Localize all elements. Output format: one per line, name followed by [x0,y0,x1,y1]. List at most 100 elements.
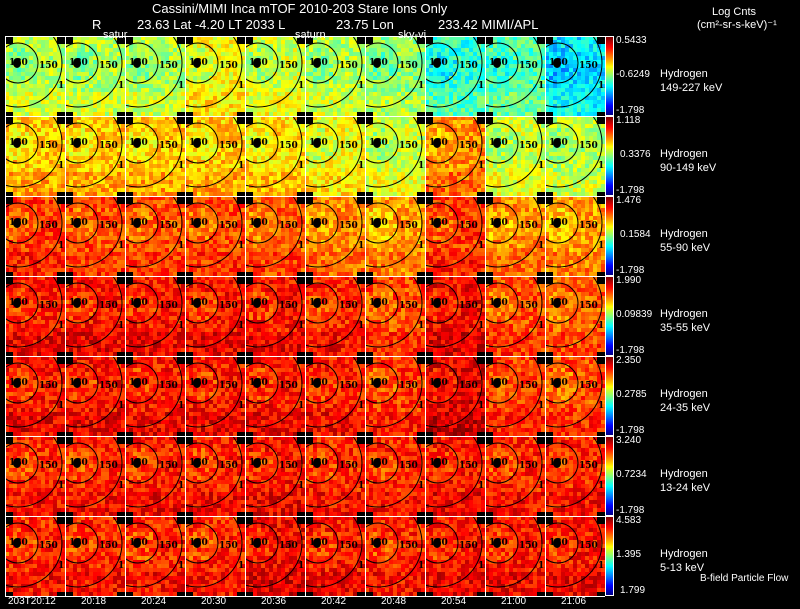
pixel [501,92,505,96]
pixel [101,52,105,56]
pixel [481,76,485,80]
pixel [577,80,581,84]
pixel [177,188,181,192]
pixel [329,60,333,64]
pixel [537,104,541,108]
pixel [157,152,161,156]
pixel [77,148,81,152]
pixel [37,156,41,160]
colorbar-band [606,70,613,71]
pixel [277,104,281,108]
pixel [181,188,185,192]
pixel [177,56,181,60]
pixel [113,48,117,52]
pixel [73,100,77,104]
pixel [93,64,97,68]
pixel [321,112,325,116]
pixel [85,180,89,184]
pixel [557,68,561,72]
pixel [561,88,565,92]
pixel [45,124,49,128]
pixel [313,88,317,92]
pixel [493,68,497,72]
pixel [273,80,277,84]
pixel [29,112,33,116]
pixel [329,120,333,124]
pixel [97,104,101,108]
pixel [577,72,581,76]
pixel [37,188,41,192]
pixel [529,80,533,84]
pixel [361,156,365,160]
pixel [313,48,317,52]
pixel [313,172,317,176]
pixel [29,168,33,172]
pixel [277,108,281,112]
pixel [145,96,149,100]
pixel [129,168,133,172]
pixel [193,108,197,112]
pixel [25,132,29,136]
pixel [385,92,389,96]
pixel [533,92,537,96]
pixel [17,76,21,80]
pixel [281,56,285,60]
colorbar-band [606,114,613,115]
pixel [85,88,89,92]
pixel [133,44,137,48]
pixel [229,176,233,180]
pixel [153,80,157,84]
pixel [253,48,257,52]
pixel [61,40,65,44]
pixel [273,156,277,160]
colorbar-band [606,74,613,75]
pixel [281,160,285,164]
pixel [441,48,445,52]
pixel [325,68,329,72]
pixel [33,84,37,88]
pixel [321,92,325,96]
pixel [181,156,185,160]
pixel [85,84,89,88]
pixel [25,84,29,88]
pixel [21,108,25,112]
pixel [237,136,241,140]
pixel [369,112,373,116]
pixel [213,164,217,168]
pixel [73,192,77,196]
contour-label-150: 150 [99,61,118,71]
pixel [281,76,285,80]
pixel [313,72,317,76]
pixel [565,84,569,88]
pixel [569,68,573,72]
colorbar-band [606,71,613,72]
pixel [457,48,461,52]
pixel [389,84,393,88]
pixel [109,44,113,48]
pixel [409,44,413,48]
pixel [465,112,469,116]
pixel [261,96,265,100]
pixel [105,48,109,52]
pixel [441,96,445,100]
pixel [229,156,233,160]
pixel [161,120,165,124]
pixel [309,156,313,160]
pixel [145,84,149,88]
pixel [173,184,177,188]
pixel [309,176,313,180]
pixel [129,96,133,100]
pixel [29,108,33,112]
pixel [193,168,197,172]
pixel [329,56,333,60]
pixel [437,44,441,48]
pixel [525,88,529,92]
pixel [421,48,425,52]
pixel [513,40,517,44]
pixel [9,164,13,168]
pixel [433,52,437,56]
pixel [157,188,161,192]
pixel [517,44,521,48]
pixel [141,180,145,184]
pixel [213,144,217,148]
